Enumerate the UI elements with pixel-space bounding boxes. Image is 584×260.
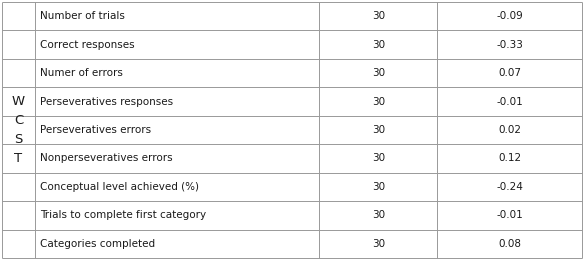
Text: Numer of errors: Numer of errors <box>40 68 123 78</box>
Text: 30: 30 <box>371 239 385 249</box>
Text: -0.01: -0.01 <box>496 210 523 220</box>
Text: -0.24: -0.24 <box>496 182 523 192</box>
Text: 30: 30 <box>371 40 385 50</box>
Text: 0.07: 0.07 <box>498 68 521 78</box>
Text: -0.09: -0.09 <box>496 11 523 21</box>
Text: Nonperseveratives errors: Nonperseveratives errors <box>40 153 173 164</box>
Text: 30: 30 <box>371 210 385 220</box>
Text: 30: 30 <box>371 68 385 78</box>
Text: 30: 30 <box>371 11 385 21</box>
Text: 0.08: 0.08 <box>498 239 521 249</box>
Text: Trials to complete first category: Trials to complete first category <box>40 210 206 220</box>
Text: 30: 30 <box>371 182 385 192</box>
Text: Perseveratives responses: Perseveratives responses <box>40 96 173 107</box>
Text: Perseveratives errors: Perseveratives errors <box>40 125 151 135</box>
Text: 0.02: 0.02 <box>498 125 521 135</box>
Text: Categories completed: Categories completed <box>40 239 155 249</box>
Text: Conceptual level achieved (%): Conceptual level achieved (%) <box>40 182 199 192</box>
Text: -0.01: -0.01 <box>496 96 523 107</box>
Text: W
C
S
T: W C S T <box>12 95 25 165</box>
Text: -0.33: -0.33 <box>496 40 523 50</box>
Text: 30: 30 <box>371 96 385 107</box>
Text: Number of trials: Number of trials <box>40 11 125 21</box>
Text: 0.12: 0.12 <box>498 153 521 164</box>
Text: 30: 30 <box>371 125 385 135</box>
Text: 30: 30 <box>371 153 385 164</box>
Text: Correct responses: Correct responses <box>40 40 135 50</box>
